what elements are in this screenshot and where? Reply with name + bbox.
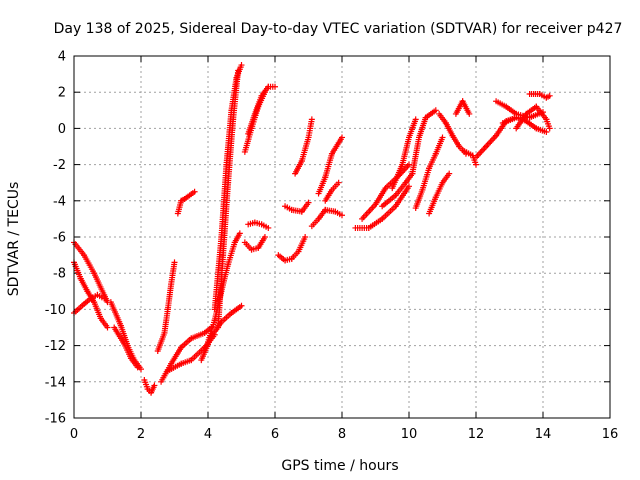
data-point <box>272 83 278 90</box>
data-point <box>191 188 198 195</box>
data-point <box>236 230 243 237</box>
data-point <box>305 199 312 206</box>
axis-ticks: 0 2 4 6 8 10 12 14 16 -16 -14 -12 -10 -8 -6 -4 -2 0 2 4 <box>45 50 619 443</box>
y-tick-label: -8 <box>53 267 66 282</box>
y-tick-label: -12 <box>45 339 66 354</box>
chart-title: Day 138 of 2025, Sidereal Day-to-day VTE… <box>54 21 623 37</box>
data-point <box>432 107 439 114</box>
x-tick-label: 6 <box>271 427 279 442</box>
x-tick-label: 4 <box>204 427 212 442</box>
data-point <box>412 116 419 123</box>
x-tick-label: 14 <box>535 427 552 442</box>
data-point <box>151 382 158 389</box>
data-point <box>339 212 345 219</box>
y-tick-label: -4 <box>53 194 66 209</box>
data-point <box>265 224 272 231</box>
y-tick-label: -14 <box>45 375 66 390</box>
x-tick-label: 16 <box>602 427 619 442</box>
plot-frame <box>73 55 611 419</box>
data-point <box>261 234 268 240</box>
data-points <box>71 62 553 396</box>
x-tick-label: 12 <box>468 427 485 442</box>
data-point <box>446 170 453 177</box>
x-tick-label: 0 <box>70 427 78 442</box>
data-point <box>308 116 315 123</box>
y-axis-label: SDTVAR / TECUs <box>6 182 22 297</box>
data-point <box>466 110 473 117</box>
y-tick-label: 4 <box>58 50 66 65</box>
data-point <box>261 89 268 96</box>
data-point <box>235 67 242 74</box>
data-point <box>238 302 245 309</box>
grid-lines <box>74 56 610 418</box>
data-point <box>238 62 245 69</box>
data-point <box>302 234 309 240</box>
x-tick-label: 10 <box>401 427 418 442</box>
data-point <box>104 324 111 331</box>
data-point <box>546 125 553 132</box>
y-tick-label: -6 <box>53 231 66 246</box>
y-tick-label: 0 <box>58 122 66 137</box>
y-tick-label: -16 <box>45 412 66 427</box>
x-tick-label: 8 <box>338 427 346 442</box>
data-point <box>543 129 550 136</box>
x-axis-label: GPS time / hours <box>281 458 398 474</box>
data-point <box>546 92 553 99</box>
x-tick-label: 2 <box>137 427 145 442</box>
data-point <box>171 259 178 266</box>
y-tick-label: -2 <box>53 158 66 173</box>
data-point <box>406 183 412 190</box>
data-point <box>335 179 342 186</box>
data-point <box>439 134 446 141</box>
data-point <box>138 366 144 373</box>
data-point <box>339 134 345 141</box>
data-point <box>473 161 479 168</box>
y-tick-label: -10 <box>45 303 66 318</box>
y-tick-label: 2 <box>58 86 66 101</box>
data-point <box>101 295 108 302</box>
data-point <box>134 364 141 371</box>
